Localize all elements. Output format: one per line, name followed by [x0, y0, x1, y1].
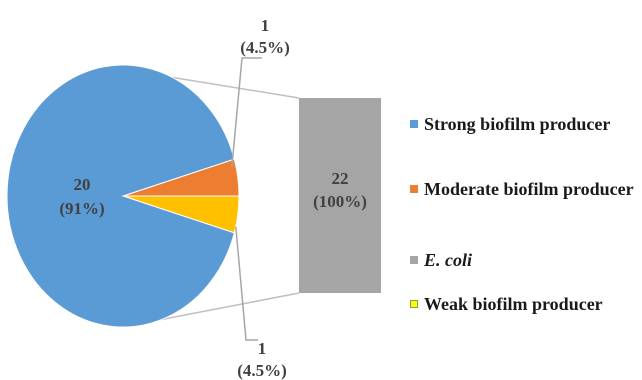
pie-slice-0	[6, 64, 235, 328]
legend-swatch-strong	[410, 120, 418, 128]
label-bar-value: 22	[332, 169, 349, 188]
legend-label-ecoli: E. coli	[424, 249, 472, 270]
legend-item-weak: Weak biofilm producer	[410, 291, 603, 317]
label-weak-percent: (4.5%)	[237, 361, 287, 380]
legend-item-moderate: Moderate biofilm producer	[410, 176, 634, 202]
leader-moderate	[231, 57, 262, 168]
bar-segment	[299, 98, 381, 293]
leader-lines	[231, 57, 262, 341]
legend-item-ecoli: E. coli	[410, 247, 472, 273]
data-labels: 20 (91%) 1 (4.5%) 1 (4.5%) 22 (100%)	[59, 16, 367, 380]
label-moderate-value: 1	[261, 16, 270, 35]
label-weak-value: 1	[258, 339, 267, 358]
stacked-bar	[299, 98, 381, 293]
label-strong-percent: (91%)	[59, 199, 104, 218]
legend-swatch-ecoli	[410, 256, 418, 264]
legend-swatch-weak	[410, 300, 418, 308]
pie-slices	[6, 64, 240, 328]
label-moderate-percent: (4.5%)	[240, 38, 290, 57]
legend-item-strong: Strong biofilm producer	[410, 111, 610, 137]
legend-label-moderate: Moderate biofilm producer	[424, 178, 634, 199]
leader-weak	[235, 226, 258, 341]
legend-swatch-moderate	[410, 185, 418, 193]
legend-label-weak: Weak biofilm producer	[424, 293, 603, 314]
label-strong-value: 20	[74, 175, 91, 194]
legend-label-strong: Strong biofilm producer	[424, 113, 611, 134]
label-bar-percent: (100%)	[313, 192, 367, 211]
